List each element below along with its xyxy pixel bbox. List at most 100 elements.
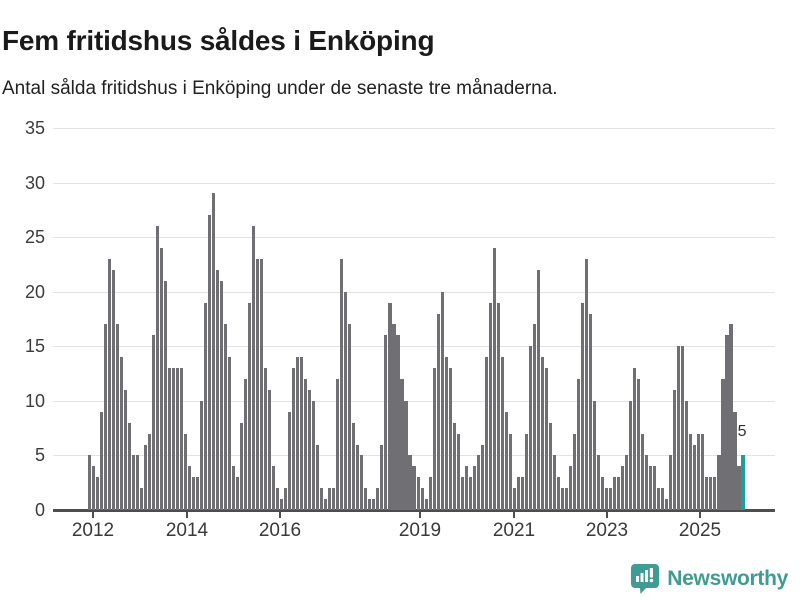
page-title: Fem fritidshus såldes i Enköping (2, 24, 435, 56)
bar (452, 422, 456, 510)
bar (111, 269, 115, 510)
bar (576, 379, 581, 510)
bar (195, 477, 199, 510)
bar (123, 389, 127, 510)
bar (320, 488, 324, 510)
y-axis-label: 25 (24, 227, 45, 248)
bar (665, 499, 669, 510)
bar (681, 346, 685, 510)
bar (284, 488, 288, 510)
bar (500, 357, 504, 510)
y-axis-label: 15 (24, 336, 45, 357)
bar (292, 368, 296, 510)
bar (709, 477, 713, 510)
bar (308, 389, 312, 510)
gridline (53, 182, 775, 184)
bar (693, 444, 697, 510)
bar (629, 400, 633, 510)
bar (143, 444, 147, 510)
bar (199, 400, 203, 510)
bar (472, 466, 476, 510)
newsworthy-logo[interactable]: Newsworthy (630, 562, 788, 596)
x-axis-line (53, 509, 775, 512)
y-axis-label: 0 (34, 500, 45, 520)
bar (544, 368, 548, 510)
x-axis-label: 2023 (585, 520, 629, 541)
bar (657, 488, 661, 510)
bar (87, 455, 91, 510)
bar (272, 466, 276, 510)
x-axis-label: 2016 (258, 520, 302, 541)
bar (649, 466, 653, 510)
bar (300, 357, 304, 510)
y-axis-label: 5 (34, 445, 45, 466)
bar (392, 324, 396, 510)
bar (336, 379, 340, 510)
x-axis-tick (699, 512, 701, 518)
bar (159, 248, 163, 510)
bar (211, 193, 215, 510)
bar (516, 477, 520, 510)
latest-value-label: 5 (737, 423, 747, 441)
y-axis-label: 20 (24, 281, 45, 302)
bar (572, 433, 577, 510)
bar (344, 291, 348, 510)
bar (187, 466, 191, 510)
y-axis-label: 10 (24, 390, 45, 411)
bar (420, 488, 424, 510)
bar (428, 477, 432, 510)
bar (163, 280, 167, 510)
bar (552, 455, 556, 510)
gridline (53, 237, 775, 239)
x-axis-tick (92, 512, 94, 518)
bar (613, 477, 617, 510)
bar (191, 477, 195, 510)
bar (685, 400, 689, 510)
bar (276, 488, 280, 510)
bar (564, 488, 569, 510)
bar (215, 269, 219, 510)
bar (219, 280, 223, 510)
bar (432, 368, 436, 510)
bar (139, 488, 143, 510)
bar (621, 466, 625, 510)
x-axis-tick (513, 512, 515, 518)
bar (661, 488, 665, 510)
bar (127, 422, 131, 510)
bar (175, 368, 179, 510)
bar (268, 389, 272, 510)
x-axis-tick (606, 512, 608, 518)
bar (617, 477, 621, 510)
bar (179, 368, 183, 510)
bar (653, 466, 657, 510)
bar (227, 357, 232, 510)
bar (316, 444, 320, 510)
bar (151, 335, 155, 510)
bar (231, 466, 236, 510)
bar (444, 357, 448, 510)
bar (119, 357, 123, 510)
bar (729, 324, 733, 510)
gridline (53, 346, 775, 348)
bar (713, 477, 717, 510)
bar (528, 346, 532, 510)
bar (416, 477, 420, 510)
bar (560, 488, 565, 510)
bar (239, 422, 244, 510)
bar (167, 368, 171, 510)
bar (131, 455, 135, 510)
bar (717, 455, 721, 510)
bar (332, 488, 336, 510)
bar (91, 466, 95, 510)
bar (304, 379, 308, 510)
bar (103, 324, 107, 510)
bar (247, 302, 252, 510)
bar (677, 346, 681, 510)
bar (424, 499, 428, 510)
bar (260, 258, 264, 510)
bar (492, 248, 496, 510)
newsworthy-icon (630, 563, 660, 595)
bar (256, 258, 260, 510)
bar (99, 411, 103, 510)
x-axis-label: 2025 (678, 520, 722, 541)
